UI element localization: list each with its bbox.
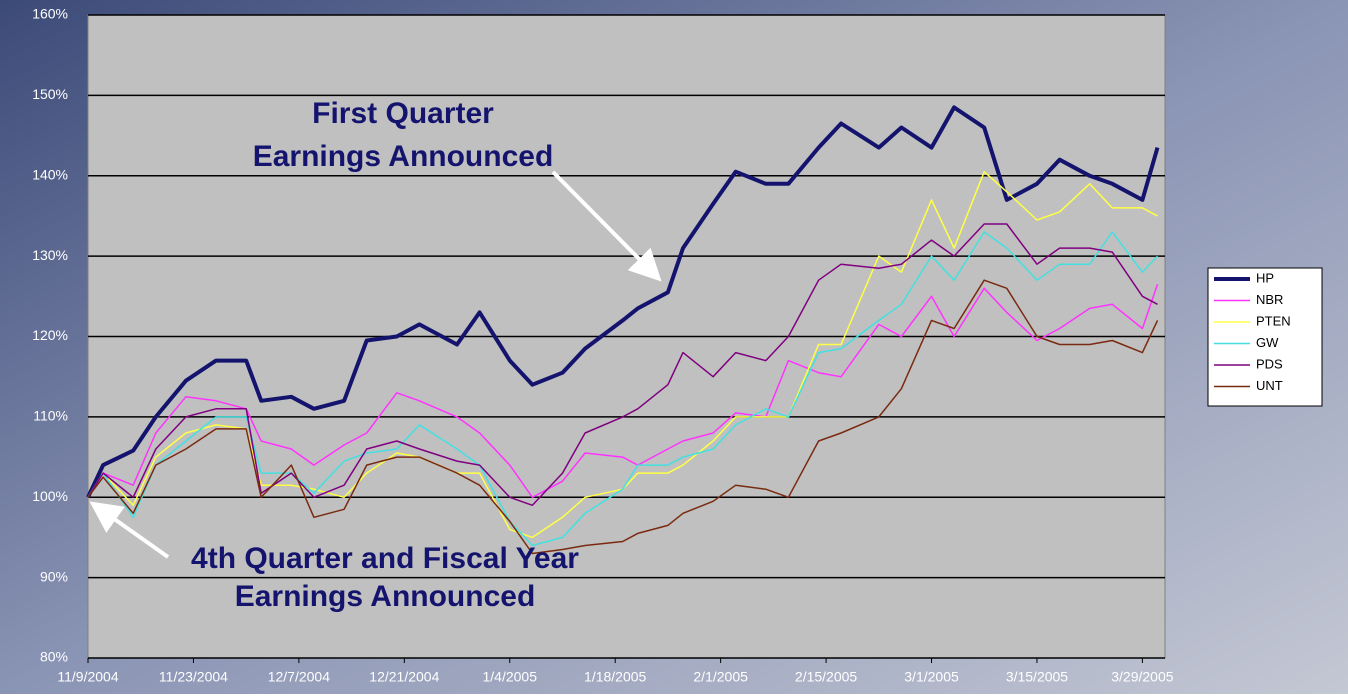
x-tick-label: 3/29/2005: [1111, 669, 1173, 685]
legend-label: PTEN: [1256, 313, 1291, 328]
y-tick-label: 80%: [40, 649, 68, 665]
x-tick-label: 12/21/2004: [369, 669, 439, 685]
y-tick-label: 90%: [40, 568, 68, 584]
series-line: [86, 105, 1160, 499]
y-tick-label: 130%: [32, 247, 68, 263]
legend: [1207, 267, 1323, 407]
legend-label: UNT: [1256, 378, 1283, 393]
x-tick-label: 3/15/2005: [1006, 669, 1068, 685]
y-tick-label: 120%: [32, 327, 68, 343]
x-tick-label: 1/4/2005: [483, 669, 538, 685]
x-tick-label: 3/1/2005: [904, 669, 959, 685]
series-line: [87, 223, 1158, 507]
x-tick-label: 1/18/2005: [584, 669, 646, 685]
x-tick-label: 2/15/2005: [795, 669, 857, 685]
legend-label: PDS: [1256, 356, 1283, 371]
y-tick-label: 110%: [33, 408, 68, 424]
arrow: [551, 170, 662, 282]
series-line: [87, 279, 1159, 555]
y-tick-label: 160%: [32, 6, 68, 22]
arrow: [89, 501, 170, 559]
y-tick-label: 140%: [32, 166, 68, 182]
annotation: 4th Quarter and Fiscal Year: [191, 542, 579, 575]
legend-label: GW: [1256, 335, 1279, 350]
series-line: [87, 284, 1159, 499]
x-tick-label: 12/7/2004: [268, 669, 330, 685]
x-tick-label: 11/23/2004: [159, 669, 228, 685]
annotation: Earnings Announced: [253, 140, 554, 173]
legend-label: NBR: [1256, 292, 1283, 307]
y-tick-label: 150%: [32, 86, 68, 102]
annotation: Earnings Announced: [235, 580, 536, 613]
series-line: [87, 231, 1159, 547]
legend-label: HP: [1256, 270, 1274, 285]
annotation: First Quarter: [312, 97, 494, 130]
y-tick-label: 100%: [32, 488, 68, 504]
x-tick-label: 2/1/2005: [693, 669, 748, 685]
x-tick-label: 11/9/2004: [57, 669, 118, 685]
